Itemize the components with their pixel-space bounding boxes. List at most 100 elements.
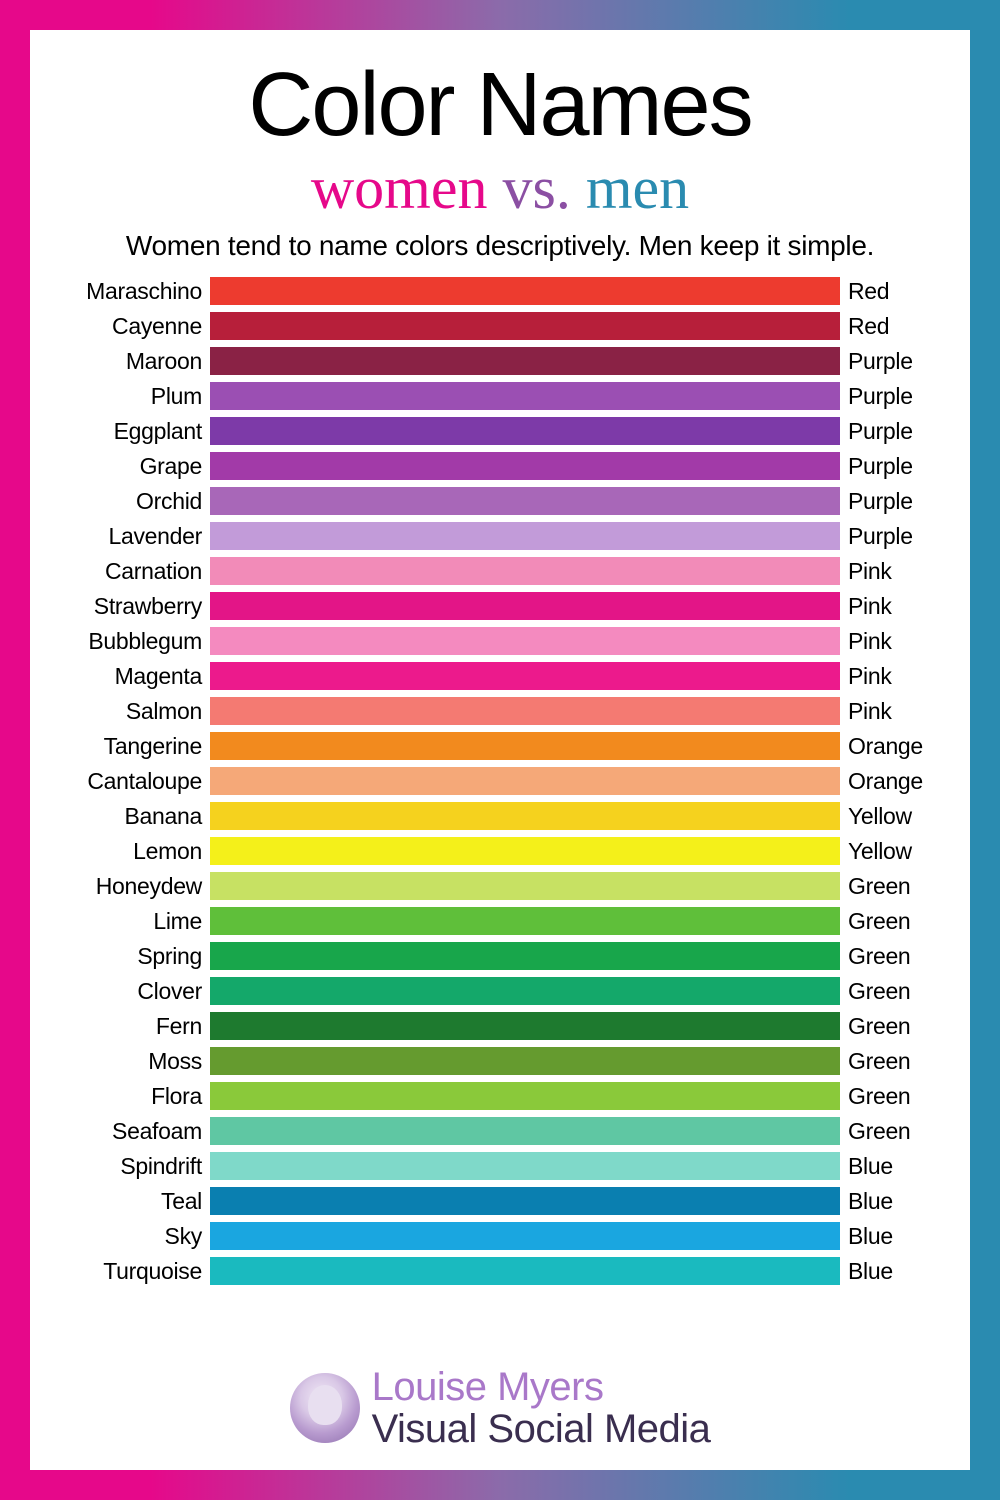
color-swatch <box>210 1082 840 1110</box>
women-label: Magenta <box>60 665 210 688</box>
men-label: Green <box>840 1120 940 1143</box>
men-label: Purple <box>840 455 940 478</box>
men-label: Purple <box>840 385 940 408</box>
color-row: Seafoam Green <box>60 1116 940 1146</box>
women-label: Carnation <box>60 560 210 583</box>
color-row: Moss Green <box>60 1046 940 1076</box>
men-label: Yellow <box>840 805 940 828</box>
women-label: Seafoam <box>60 1120 210 1143</box>
subtitle-women: women <box>311 155 488 221</box>
color-row: Maroon Purple <box>60 346 940 376</box>
color-row: Spindrift Blue <box>60 1151 940 1181</box>
men-label: Green <box>840 910 940 933</box>
color-row: TurquoiseBlue <box>60 1256 940 1286</box>
color-row: Bubblegum Pink <box>60 626 940 656</box>
women-label: Bubblegum <box>60 630 210 653</box>
color-swatch <box>210 452 840 480</box>
subtitle-men: men <box>586 155 689 221</box>
men-label: Pink <box>840 630 940 653</box>
color-swatch <box>210 312 840 340</box>
color-row: Carnation Pink <box>60 556 940 586</box>
color-swatch <box>210 1257 840 1285</box>
women-label: Salmon <box>60 700 210 723</box>
women-label: Grape <box>60 455 210 478</box>
men-label: Green <box>840 980 940 1003</box>
color-swatch <box>210 1222 840 1250</box>
color-row: SalmonPink <box>60 696 940 726</box>
men-label: Purple <box>840 490 940 513</box>
women-label: Maroon <box>60 350 210 373</box>
color-swatch <box>210 907 840 935</box>
color-row: Teal Blue <box>60 1186 940 1216</box>
men-label: Green <box>840 1085 940 1108</box>
color-swatch <box>210 592 840 620</box>
color-swatch <box>210 1047 840 1075</box>
men-label: Blue <box>840 1260 940 1283</box>
women-label: Lavender <box>60 525 210 548</box>
color-row: Tangerine Orange <box>60 731 940 761</box>
color-row: Strawberry Pink <box>60 591 940 621</box>
card: Color Names women vs. men Women tend to … <box>30 30 970 1470</box>
gradient-frame: Color Names women vs. men Women tend to … <box>0 0 1000 1500</box>
women-label: Spindrift <box>60 1155 210 1178</box>
color-swatch <box>210 1012 840 1040</box>
color-row: HoneydewGreen <box>60 871 940 901</box>
women-label: Maraschino <box>60 280 210 303</box>
color-swatch <box>210 977 840 1005</box>
men-label: Blue <box>840 1190 940 1213</box>
men-label: Pink <box>840 595 940 618</box>
color-swatch <box>210 732 840 760</box>
color-swatch <box>210 1152 840 1180</box>
color-row: Magenta Pink <box>60 661 940 691</box>
footer: Louise Myers Visual Social Media <box>60 1366 940 1450</box>
color-swatch <box>210 872 840 900</box>
color-row: CantaloupeOrange <box>60 766 940 796</box>
men-label: Blue <box>840 1155 940 1178</box>
color-row: Spring Green <box>60 941 940 971</box>
women-label: Cayenne <box>60 315 210 338</box>
color-swatch <box>210 277 840 305</box>
color-row: Flora Green <box>60 1081 940 1111</box>
men-label: Green <box>840 1050 940 1073</box>
color-swatch <box>210 697 840 725</box>
men-label: Red <box>840 280 940 303</box>
men-label: Green <box>840 1015 940 1038</box>
women-label: Teal <box>60 1190 210 1213</box>
women-label: Spring <box>60 945 210 968</box>
men-label: Purple <box>840 525 940 548</box>
women-label: Lemon <box>60 840 210 863</box>
page-title: Color Names <box>60 60 940 150</box>
women-label: Cantaloupe <box>60 770 210 793</box>
women-label: Moss <box>60 1050 210 1073</box>
color-row: Maraschino Red <box>60 276 940 306</box>
women-label: Tangerine <box>60 735 210 758</box>
author-name: Louise Myers <box>372 1366 711 1408</box>
color-swatch <box>210 382 840 410</box>
brand-name: Visual Social Media <box>372 1408 711 1450</box>
color-row: CayenneRed <box>60 311 940 341</box>
subtitle-vs: vs. <box>502 155 570 221</box>
color-swatch <box>210 1187 840 1215</box>
men-label: Orange <box>840 735 940 758</box>
women-label: Fern <box>60 1015 210 1038</box>
men-label: Yellow <box>840 840 940 863</box>
color-row: EggplantPurple <box>60 416 940 446</box>
women-label: Orchid <box>60 490 210 513</box>
color-row: Plum Purple <box>60 381 940 411</box>
color-row: Lemon Yellow <box>60 836 940 866</box>
men-label: Pink <box>840 665 940 688</box>
women-label: Strawberry <box>60 595 210 618</box>
color-rows: MaraschinoRedCayenneRedMaroonPurplePlumP… <box>60 276 940 1350</box>
women-label: Flora <box>60 1085 210 1108</box>
men-label: Purple <box>840 420 940 443</box>
women-label: Plum <box>60 385 210 408</box>
color-row: Orchid Purple <box>60 486 940 516</box>
men-label: Purple <box>840 350 940 373</box>
men-label: Green <box>840 945 940 968</box>
women-label: Banana <box>60 805 210 828</box>
color-swatch <box>210 662 840 690</box>
author-avatar <box>290 1373 360 1443</box>
women-label: Lime <box>60 910 210 933</box>
women-label: Honeydew <box>60 875 210 898</box>
men-label: Pink <box>840 560 940 583</box>
